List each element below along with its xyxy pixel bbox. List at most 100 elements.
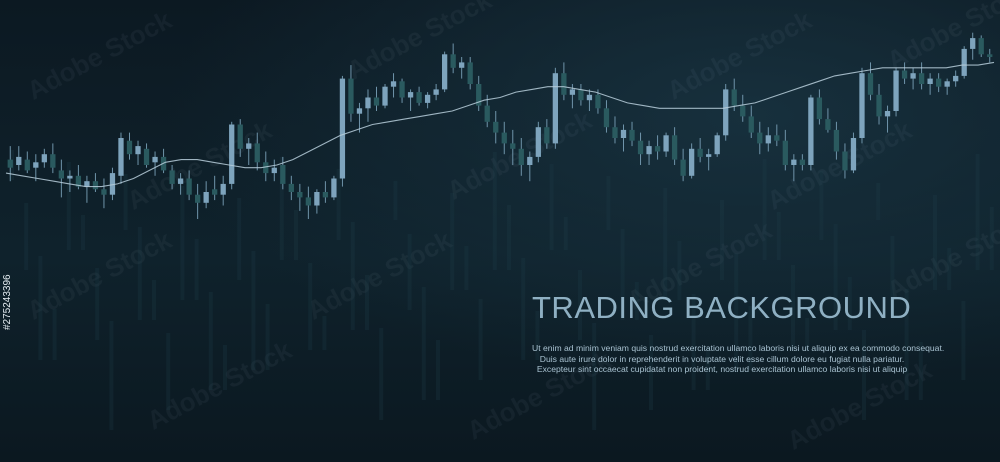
background-candle [748, 306, 753, 370]
bull-candle [808, 97, 814, 165]
background-candle [606, 176, 611, 230]
bull-candle [459, 62, 465, 68]
background-candle [819, 171, 824, 240]
bear-candle [416, 92, 422, 103]
bear-candle [7, 159, 13, 168]
bear-candle [288, 183, 294, 192]
bull-candle [382, 86, 388, 106]
background-candle [592, 323, 597, 430]
bear-candle [833, 129, 840, 152]
bear-candle [544, 127, 550, 144]
bear-candle [297, 192, 303, 198]
bull-candle [535, 127, 541, 157]
bull-candle [41, 154, 47, 163]
bear-candle [476, 84, 482, 106]
background-candle [734, 253, 739, 370]
background-candle [933, 195, 937, 290]
bull-candle [84, 181, 90, 187]
background-candle [66, 162, 71, 250]
moving-average-line [5, 61, 995, 188]
background-candle [237, 198, 242, 280]
bull-candle [620, 129, 627, 138]
bear-candle [450, 54, 456, 68]
background-candle [705, 347, 710, 390]
background-candle [407, 234, 412, 310]
bull-candle [356, 108, 363, 114]
bull-candle [552, 73, 559, 144]
bear-candle [322, 192, 329, 198]
background-candle [677, 241, 682, 300]
background-candle [194, 239, 199, 300]
background-candle [805, 318, 810, 350]
bull-candle [663, 135, 669, 152]
background-candle [464, 246, 469, 290]
bull-candle [893, 70, 899, 111]
background-candle [975, 154, 980, 270]
bear-candle [194, 194, 201, 203]
background-candle [521, 258, 526, 360]
bear-candle [169, 170, 175, 184]
background-candle [961, 301, 966, 380]
bull-candle [706, 154, 712, 157]
bull-candle [314, 192, 320, 206]
bull-candle [339, 78, 346, 179]
background-candle [720, 200, 724, 280]
background-candle [578, 270, 582, 340]
background-candle [308, 263, 313, 350]
bull-candle [441, 54, 448, 90]
background-candle [294, 210, 298, 260]
background-candle [166, 333, 171, 410]
bear-candle [629, 129, 635, 141]
bull-candle [714, 135, 720, 155]
banner-title: TRADING BACKGROUND [532, 290, 912, 325]
background-candles [10, 150, 994, 430]
bull-candle [331, 178, 337, 198]
bear-candle [876, 94, 882, 117]
bull-candle [723, 89, 729, 136]
background-candle [208, 292, 213, 390]
background-candle [251, 251, 256, 370]
bull-candle [203, 192, 209, 203]
bull-candle [152, 156, 158, 163]
bull-candle [569, 89, 576, 95]
bear-candle [918, 73, 925, 84]
bull-candle [884, 111, 891, 117]
bear-candle [263, 162, 269, 174]
bear-candle [237, 124, 243, 149]
bull-candle [109, 173, 116, 195]
banner-body-text: Ut enim ad minim veniam quis nostrud exe… [532, 343, 944, 375]
bear-candle [680, 159, 686, 176]
bear-candle [280, 165, 286, 184]
background-candle [223, 345, 227, 390]
bear-candle [671, 135, 678, 160]
bear-candle [595, 94, 601, 109]
bear-candle [578, 89, 584, 101]
bear-candle [518, 148, 524, 165]
background-candle [663, 188, 668, 300]
bear-candle [782, 140, 788, 165]
bear-candle [816, 97, 823, 120]
background-candle [95, 268, 100, 340]
bear-candle [774, 135, 780, 141]
background-candle [109, 321, 114, 430]
background-candle [918, 342, 923, 400]
background-candle [634, 282, 639, 320]
background-candle [38, 256, 43, 360]
background-candle [180, 186, 185, 300]
background-candle [620, 229, 625, 320]
bull-candle [586, 94, 593, 101]
bear-candle [101, 189, 107, 195]
bear-candle [757, 132, 763, 144]
bear-candle [978, 38, 984, 55]
bull-candle [424, 94, 431, 103]
bull-candle [407, 92, 414, 98]
background-candle [137, 227, 142, 320]
bear-candle [348, 78, 354, 114]
bear-candle [501, 132, 507, 144]
bull-candle [765, 135, 771, 144]
background-candle [436, 340, 440, 400]
bear-candle [399, 81, 405, 98]
bull-candle [16, 156, 22, 165]
bear-candle [901, 70, 908, 79]
bull-candle [859, 73, 865, 138]
